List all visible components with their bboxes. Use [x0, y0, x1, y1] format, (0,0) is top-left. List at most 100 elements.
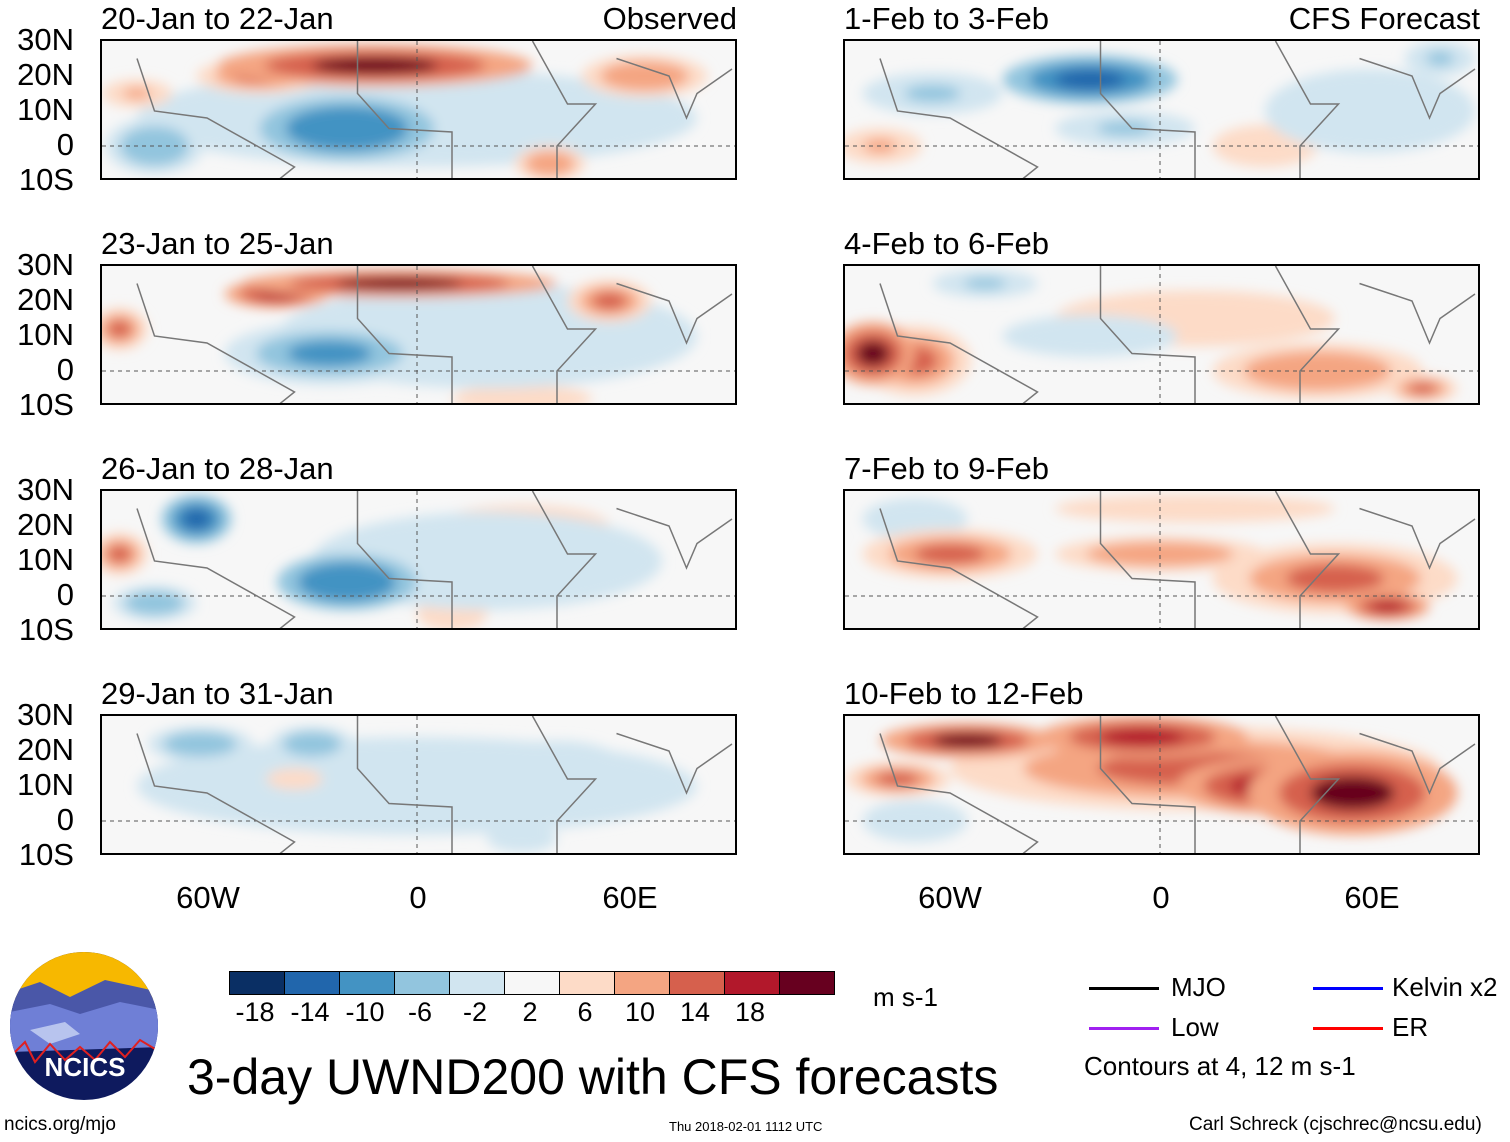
lon-tick-label: 60W	[176, 880, 240, 915]
legend-label-kelvin: Kelvin x2	[1392, 972, 1498, 1002]
lat-tick-label: 10N	[17, 317, 74, 352]
colorbar-swatch	[725, 972, 780, 994]
lat-tick-label: 10N	[17, 542, 74, 577]
coastline	[136, 491, 733, 628]
anomaly-shading	[287, 340, 372, 367]
coastline	[136, 716, 733, 853]
lat-tick-label: 0	[56, 352, 74, 387]
colorbar-swatch	[615, 972, 670, 994]
legend-label-er: ER	[1392, 1012, 1429, 1042]
lat-tick-label: 0	[56, 802, 74, 837]
panel-title: 7-Feb to 9-Feb	[844, 451, 1050, 486]
colorbar-tick-label: -14	[290, 997, 330, 1027]
anomaly-shading	[1055, 494, 1335, 523]
lon-tick-label: 60W	[918, 880, 982, 915]
coastline	[879, 266, 1476, 403]
panel-title: 29-Jan to 31-Jan	[101, 676, 334, 711]
lat-tick-label: 20N	[17, 282, 74, 317]
legend-line-low	[1089, 1027, 1159, 1030]
lat-tick-label: 0	[56, 577, 74, 612]
colorbar-tick-label: 10	[624, 997, 656, 1027]
anomaly-shading	[179, 737, 221, 751]
anomaly-shading	[856, 340, 890, 367]
panel-source-tag: Observed	[602, 1, 737, 36]
anomaly-shading	[529, 757, 585, 780]
source-link[interactable]: ncics.org/mjo	[4, 1114, 116, 1135]
lat-tick-label: 10S	[18, 162, 74, 197]
anomaly-shading	[108, 320, 131, 338]
map-panel	[843, 489, 1480, 630]
anomaly-shading	[1426, 51, 1454, 66]
lon-tick-label: 60E	[1344, 880, 1400, 915]
map-panel	[100, 489, 737, 630]
lat-tick-label: 20N	[17, 57, 74, 92]
figure-title: 3-day UWND200 with CFS forecasts	[187, 1049, 999, 1105]
colorbar-units: m s-1	[873, 982, 938, 1012]
colorbar-tick-label: -2	[462, 997, 487, 1027]
logo-text: NCICS	[45, 1052, 126, 1082]
anomaly-shading	[137, 596, 172, 610]
lat-tick-label: 20N	[17, 732, 74, 767]
panel-title: 20-Jan to 22-Jan	[101, 1, 334, 36]
lat-tick-label: 10N	[17, 767, 74, 802]
anomaly-shading	[108, 545, 131, 563]
coastline	[879, 716, 1476, 853]
anomaly-shading	[1408, 382, 1437, 395]
anomaly-shading	[1265, 69, 1475, 153]
legend-line-kelvin	[1313, 987, 1383, 990]
lat-tick-label: 0	[56, 127, 74, 162]
coastline	[136, 266, 733, 403]
colorbar-tick-label: 18	[734, 997, 766, 1027]
lat-tick-label: 30N	[17, 697, 74, 732]
panel-title: 4-Feb to 6-Feb	[844, 226, 1050, 261]
coastline	[136, 41, 733, 178]
ncics-logo: NCICS	[10, 952, 158, 1100]
lat-tick-label: 30N	[17, 472, 74, 507]
colorbar-swatch	[230, 972, 285, 994]
anomaly-shading	[312, 57, 438, 74]
anomaly-shading	[336, 277, 463, 290]
contour-note: Contours at 4, 12 m s-1	[1084, 1051, 1356, 1081]
colorbar-swatch	[395, 972, 450, 994]
lat-tick-label: 30N	[17, 22, 74, 57]
anomaly-shading	[932, 733, 1003, 748]
colorbar-swatch	[285, 972, 340, 994]
anomaly-shading	[964, 277, 1006, 290]
anomaly-shading	[1097, 121, 1153, 136]
legend-line-mjo	[1089, 987, 1159, 990]
anomaly-shading	[1310, 776, 1395, 810]
anomaly-shading	[592, 292, 627, 310]
anomaly-shading	[1055, 69, 1125, 90]
anomaly-shading	[904, 85, 961, 102]
map-panel	[100, 714, 737, 855]
panel-title: 10-Feb to 12-Feb	[844, 676, 1084, 711]
map-panel	[843, 39, 1480, 180]
coastline	[879, 491, 1476, 628]
panel-title: 26-Jan to 28-Jan	[101, 451, 334, 486]
anomaly-shading	[862, 800, 968, 842]
anomaly-shading	[536, 156, 564, 171]
colorbar-swatch	[340, 972, 395, 994]
anomaly-shading	[312, 115, 382, 142]
lon-tick-label: 0	[1152, 880, 1170, 915]
legend-label-mjo: MJO	[1171, 972, 1226, 1002]
map-panel	[100, 264, 737, 405]
map-panel	[100, 39, 737, 180]
legend-line-er	[1313, 1027, 1383, 1030]
colorbar-swatch	[780, 972, 834, 994]
anomaly-shading	[619, 67, 670, 85]
lon-tick-label: 60E	[602, 880, 658, 915]
colorbar	[229, 971, 835, 995]
anomaly-shading	[876, 772, 919, 786]
anomaly-shading	[182, 509, 211, 529]
colorbar-tick-label: -18	[235, 997, 275, 1027]
credit: Carl Schreck (cjschrec@ncsu.edu)	[1189, 1114, 1482, 1135]
anomaly-shading	[1286, 564, 1384, 593]
anomaly-shading	[266, 768, 323, 790]
anomaly-shading	[134, 134, 175, 158]
lat-tick-label: 10S	[18, 387, 74, 422]
panel-title: 1-Feb to 3-Feb	[844, 1, 1050, 36]
lat-tick-label: 10S	[18, 612, 74, 647]
lon-tick-label: 0	[409, 880, 427, 915]
anomaly-shading	[1055, 327, 1125, 345]
